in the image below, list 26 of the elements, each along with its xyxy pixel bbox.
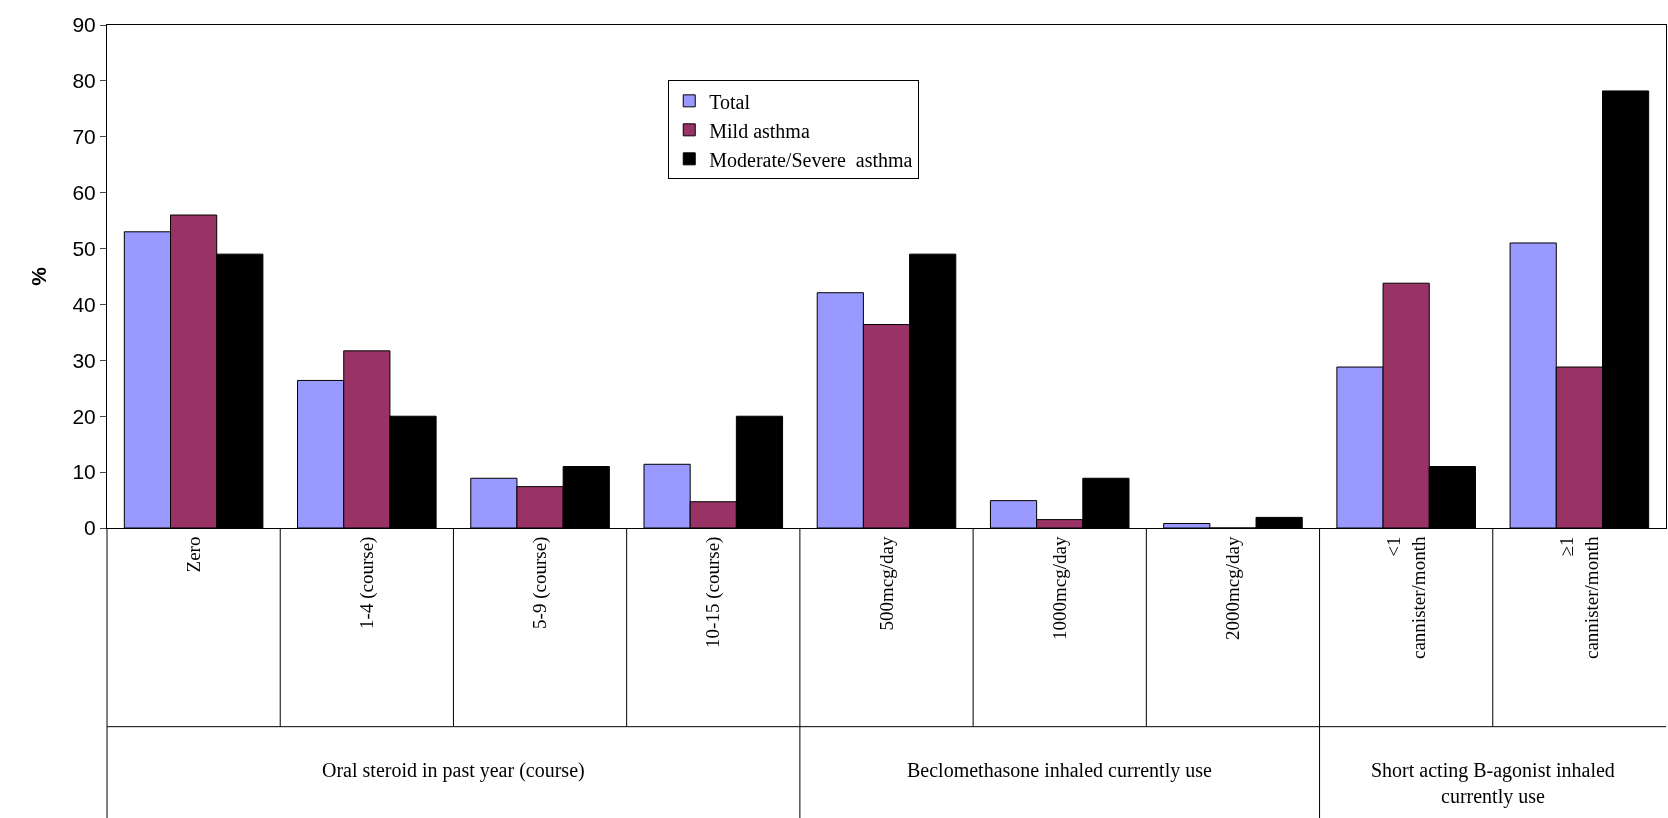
y-tick-label: 10 — [72, 460, 96, 484]
text: Oral steroid in past year (course) — [322, 759, 585, 782]
y-tick-label: 90 — [72, 13, 96, 37]
y-tick-label: 20 — [72, 404, 96, 428]
y-tick-label: 80 — [72, 69, 96, 93]
y-tick-label: 60 — [72, 181, 96, 205]
legend-label: Total — [709, 90, 751, 113]
x-tick-label: <1 cannister/month — [1383, 536, 1429, 660]
y-tick-label: 30 — [72, 348, 96, 372]
x-tick-label: ≥1 cannister/month — [1556, 536, 1602, 660]
x-tick-label: 500mcg/day — [875, 536, 897, 631]
text: Short acting B-agonist inhaled currently use — [1371, 759, 1615, 808]
legend-label: Mild asthma — [709, 119, 810, 142]
x-tick-label: Zero — [182, 536, 204, 573]
x-tick-label: 5-9 (course) — [529, 536, 552, 629]
y-axis-title: % — [26, 266, 50, 286]
x-tick-label: 2000mcg/day — [1222, 536, 1244, 641]
y-tick-label: 50 — [72, 236, 96, 260]
x-tick-label: 10-15 (course) — [702, 536, 725, 648]
x-tick-label: 1-4 (course) — [356, 536, 378, 629]
x-tick-label: 1000mcg/day — [1048, 536, 1070, 641]
legend-label: Moderate/Severe asthma — [709, 148, 913, 171]
y-tick-label: 70 — [72, 125, 96, 149]
y-tick-label: 0 — [84, 516, 96, 540]
y-tick-label: 40 — [72, 292, 96, 316]
text: Beclomethasone inhaled currently use — [907, 759, 1213, 782]
